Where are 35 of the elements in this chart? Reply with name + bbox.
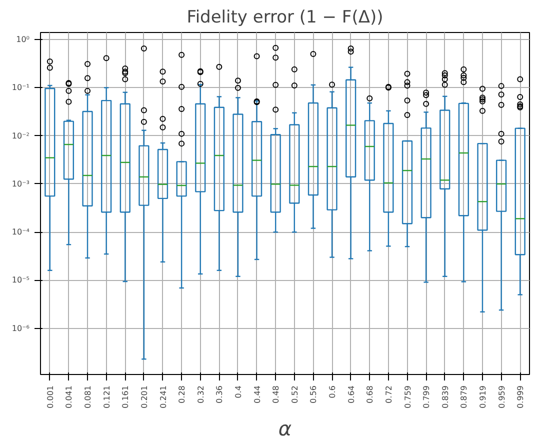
x-tick-label: 0.241	[158, 385, 168, 408]
x-tick-label: 0.001	[46, 385, 55, 408]
x-tick-label: 0.839	[440, 385, 450, 408]
x-tick-label: 0.121	[102, 385, 112, 408]
x-tick-label: 0.041	[64, 385, 74, 408]
x-tick-label: 0.68	[366, 386, 375, 404]
x-tick-label: 0.919	[478, 385, 488, 408]
x-axis-title: α	[278, 416, 292, 440]
x-tick-label: 0.52	[290, 386, 300, 404]
x-tick-label: 0.4	[234, 385, 243, 398]
x-tick-label: 0.759	[403, 385, 412, 408]
x-tick-label: 0.32	[196, 386, 206, 404]
x-tick-label: 0.879	[460, 385, 469, 408]
y-tick-label: 10⁻⁴	[12, 228, 30, 237]
x-tick-label: 0.999	[516, 385, 526, 408]
y-tick-label: 10⁻²	[12, 131, 30, 140]
x-tick-label: 0.201	[140, 385, 149, 408]
y-tick-label: 10⁰	[16, 35, 30, 44]
y-tick-label: 10⁻⁵	[12, 276, 30, 285]
x-tick-label: 0.6	[328, 385, 338, 398]
x-tick-label: 0.72	[384, 386, 394, 404]
x-tick-label: 0.64	[346, 386, 356, 404]
x-tick-label: 0.081	[84, 385, 93, 408]
x-tick-label: 0.28	[178, 386, 187, 404]
chart-title: Fidelity error (1 − F(Δ))	[186, 8, 384, 28]
x-tick-label: 0.799	[422, 385, 432, 408]
x-tick-label: 0.161	[121, 385, 130, 408]
y-tick-label: 10⁻⁶	[12, 324, 30, 333]
y-tick-label: 10⁻¹	[12, 83, 30, 92]
x-tick-label: 0.44	[252, 386, 262, 404]
y-tick-label: 10⁻³	[12, 179, 30, 188]
x-tick-label: 0.56	[309, 386, 318, 404]
x-tick-label: 0.48	[272, 386, 281, 404]
x-tick-label: 0.959	[497, 385, 506, 408]
x-tick-label: 0.36	[215, 386, 224, 404]
